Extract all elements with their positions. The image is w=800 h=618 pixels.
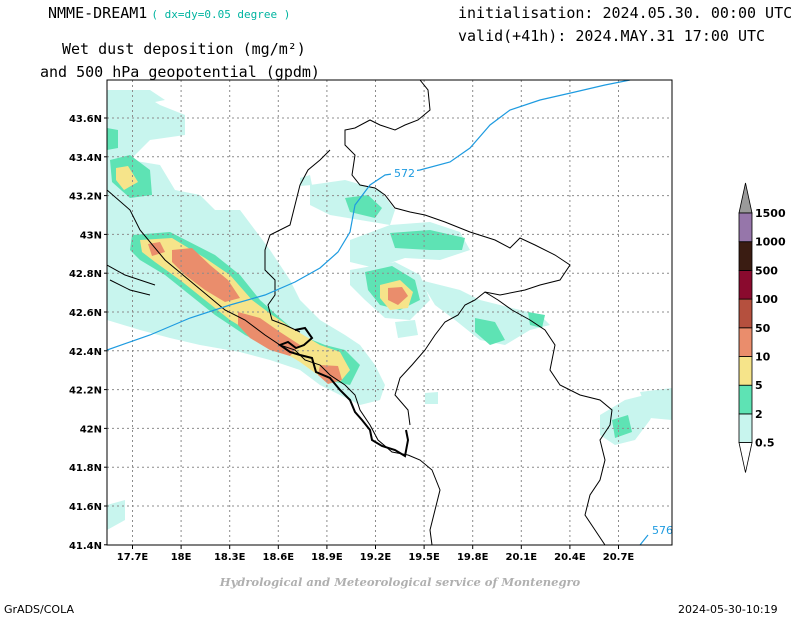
lat-tick-label: 42.2N (69, 386, 102, 397)
colorbar-swatch (738, 298, 753, 329)
deposition-level-0.5 (107, 90, 672, 530)
lon-tick-label: 18.6E (263, 552, 295, 563)
lat-tick-label: 43.6N (69, 114, 102, 125)
colorbar-label: 1500 (755, 207, 786, 220)
colorbar-label: 50 (755, 322, 771, 335)
colorbar-swatch (738, 269, 753, 300)
colorbar-label: 10 (755, 351, 771, 364)
model-title: NMME-DREAM1( dx=dy=0.05 degree ) (48, 4, 290, 22)
border-bosnia-montenegro (264, 149, 331, 333)
lat-tick-label: 41.6N (69, 502, 102, 513)
generation-timestamp: 2024-05-30-10:19 (678, 603, 778, 616)
lon-tick-label: 19.2E (360, 552, 392, 563)
colorbar-swatch (738, 212, 753, 243)
lon-tick-label: 18.3E (214, 552, 246, 563)
field-title-line2: and 500 hPa geopotential (gpdm) (40, 63, 320, 81)
lat-tick-label: 42.8N (69, 269, 102, 280)
software-label: GrADS/COLA (4, 603, 74, 616)
colorbar-swatch (738, 327, 753, 357)
colorbar-label: 2 (755, 408, 763, 421)
lat-tick-label: 42.6N (69, 308, 102, 319)
colorbar-swatch (738, 413, 753, 443)
contour-label-572: 572 (394, 167, 415, 180)
credit-text: Hydrological and Meteorological service … (219, 575, 581, 589)
geopotential-contours (107, 80, 649, 545)
resolution-label: ( dx=dy=0.05 degree ) (151, 8, 291, 21)
field-title-line1: Wet dust deposition (mg/m²) (62, 40, 306, 58)
lon-tick-label: 17.7E (117, 552, 149, 563)
border-albania-coast (407, 454, 441, 545)
contour-572 (107, 80, 631, 351)
deposition-field (107, 90, 672, 530)
valid-time: valid(+41h): 2024.MAY.31 17:00 UTC (458, 27, 766, 45)
lat-tick-label: 43.2N (69, 192, 102, 203)
lat-tick-label: 43.4N (69, 153, 102, 164)
colorbar-label: 500 (755, 264, 778, 277)
lon-tick-label: 19.5E (408, 552, 440, 563)
lon-tick-label: 20.1E (506, 552, 538, 563)
colorbar-label: 100 (755, 293, 778, 306)
model-name: NMME-DREAM1 (48, 4, 148, 22)
lat-tick-label: 41.8N (69, 463, 102, 474)
lon-tick-label: 18E (171, 552, 192, 563)
montenegro-border (277, 326, 410, 458)
contour-label-572-bg (391, 166, 417, 180)
map-grid (107, 80, 672, 545)
lat-tick-label: 41.4N (69, 541, 102, 552)
latitude-labels: 43.6N 43.4N 43.2N 43N 42.8N 42.6N 42.4N 42.2N 42… (69, 114, 107, 552)
border-albania-macedonia (484, 291, 613, 545)
contour-label-576: 576 (652, 524, 673, 537)
island-outlines (107, 264, 156, 296)
colorbar-label: 0.5 (755, 437, 775, 450)
border-serbia-kosovo (344, 80, 571, 426)
contour-label-576-bg (650, 523, 672, 537)
lon-tick-label: 19.8E (457, 552, 489, 563)
initialisation-time: initialisation: 2024.05.30. 00:00 UTC (458, 4, 793, 22)
colorbar-label: 5 (755, 379, 763, 392)
lon-tick-label: 20.7E (603, 552, 635, 563)
colorbar-swatch (738, 356, 753, 386)
lat-tick-label: 42.4N (69, 347, 102, 358)
lon-tick-label: 18.9E (311, 552, 343, 563)
lat-tick-label: 43N (80, 230, 102, 241)
colorbar-swatch (738, 384, 753, 415)
colorbar-bottom-arrow (738, 442, 753, 473)
lon-tick-label: 20.4E (554, 552, 586, 563)
colorbar-label: 1000 (755, 236, 786, 249)
colorbar: 0.5 2 5 10 50 100 500 1000 1500 (738, 182, 786, 473)
lat-tick-label: 42N (80, 424, 102, 435)
colorbar-top-arrow (738, 182, 753, 214)
contour-576 (639, 534, 649, 545)
longitude-labels: 17.7E 18E 18.3E 18.6E 18.9E 19.2E 19.5E 19.8E 20… (117, 545, 635, 563)
colorbar-swatch (738, 241, 753, 271)
